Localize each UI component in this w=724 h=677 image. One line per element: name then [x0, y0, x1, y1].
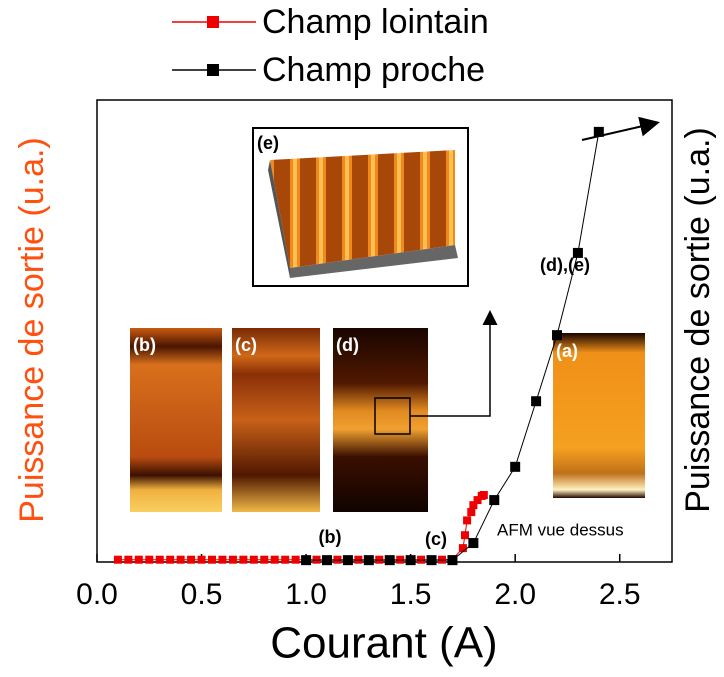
arrow — [410, 310, 498, 417]
data-point — [208, 555, 216, 564]
plot-frame — [96, 99, 673, 563]
data-point — [155, 555, 164, 564]
legend-marker — [207, 16, 219, 28]
data-point — [281, 555, 290, 564]
data-point — [124, 555, 133, 564]
data-point — [249, 555, 258, 564]
legend-label: Champ lointain — [262, 3, 489, 41]
annotation: (b) — [319, 527, 342, 547]
y2-axis-label: Puissance de sortie (u.a.) — [679, 127, 717, 513]
annotation: (d),(e) — [540, 255, 590, 275]
inset-image — [553, 333, 645, 498]
data-point — [301, 555, 312, 566]
inset-image — [130, 328, 222, 512]
inset-image — [333, 328, 428, 512]
x-tick-label: 1.5 — [390, 578, 432, 611]
data-point — [218, 555, 227, 564]
data-point — [176, 555, 185, 564]
data-point — [384, 555, 395, 566]
inset-label: (b) — [133, 335, 156, 355]
legend-marker — [207, 64, 219, 76]
data-point — [342, 555, 353, 566]
data-point — [405, 555, 416, 566]
inset-label: (a) — [556, 341, 578, 361]
data-point — [458, 544, 467, 553]
data-point — [145, 555, 154, 564]
data-point — [322, 555, 332, 566]
y-axis-label: Puissance de sortie (u.a.) — [13, 137, 51, 523]
data-point — [363, 555, 374, 566]
inset-image — [268, 160, 290, 278]
data-point — [479, 491, 488, 500]
x-axis-label: Courant (A) — [270, 619, 497, 668]
data-point — [187, 555, 196, 564]
data-point — [461, 531, 469, 540]
inset-image — [270, 150, 455, 268]
data-point — [260, 555, 269, 564]
data-point — [270, 555, 279, 564]
x-tick-label: 1.0 — [285, 578, 327, 611]
data-point — [572, 247, 583, 258]
data-point — [113, 555, 122, 564]
inset-label: (e) — [257, 133, 279, 153]
x-tick-label: 0.0 — [76, 578, 118, 611]
legend-label: Champ proche — [262, 51, 485, 89]
data-point — [426, 555, 437, 566]
inset-label: (c) — [235, 335, 257, 355]
data-point — [166, 555, 175, 564]
inset-label: (d) — [336, 335, 359, 355]
data-point — [489, 495, 500, 506]
data-point — [134, 555, 143, 564]
annotation: AFM vue dessus — [497, 520, 624, 539]
data-point — [467, 508, 476, 517]
data-point — [291, 555, 300, 564]
data-point — [239, 555, 248, 564]
arrow — [581, 116, 660, 141]
inset-image — [290, 245, 458, 278]
data-point — [447, 555, 458, 566]
data-point — [228, 555, 237, 564]
data-point — [593, 126, 604, 137]
insets — [130, 116, 660, 512]
data-point — [197, 555, 206, 564]
inset-image — [232, 328, 320, 512]
data-point — [473, 496, 482, 505]
data-point — [531, 396, 542, 407]
x-tick-label: 0.5 — [181, 578, 223, 611]
annotation: (c) — [425, 529, 447, 549]
data-point — [469, 501, 478, 510]
data-point — [463, 516, 472, 525]
data-point — [468, 538, 479, 549]
data-point — [552, 330, 562, 341]
data-point — [510, 461, 521, 472]
x-tick-label: 2.5 — [599, 578, 641, 611]
x-tick-label: 2.0 — [494, 578, 536, 611]
